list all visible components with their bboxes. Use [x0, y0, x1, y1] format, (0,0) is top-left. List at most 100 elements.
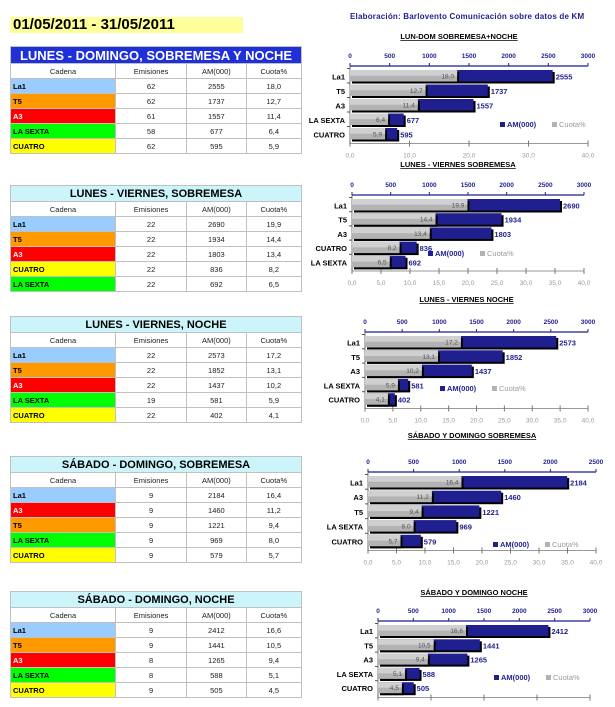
cuota-cell: 6,5 [245, 276, 303, 292]
top-axis-tick-label: 0 [348, 53, 352, 60]
cuota-bar-highlight [352, 241, 400, 248]
chart-title: LUN-DOM SOBREMESA+NOCHE [400, 32, 517, 41]
table-title: SÁBADO - DOMINGO, SOBREMESA [10, 456, 302, 473]
category-label: A3 [363, 656, 373, 665]
bottom-axis-tick-label: 10,0 [404, 280, 417, 287]
bottom-axis-tick-label: 15,0 [442, 418, 455, 425]
bottom-axis-tick-label: 5,0 [376, 280, 385, 287]
bottom-axis-tick-label: 35,0 [561, 560, 574, 567]
cuota-data-label: 9,4 [410, 509, 419, 516]
table-row: CUATRO 22 402 4,1 [10, 407, 303, 423]
table-row: CUATRO 9 579 5,7 [10, 547, 303, 563]
am-data-label: 1265 [470, 656, 487, 665]
am-data-label: 969 [459, 523, 472, 532]
cuota-bar-highlight [365, 393, 388, 399]
table-row: LA SEXTA 58 677 6,4 [10, 123, 303, 139]
cuota-bar-highlight [368, 505, 422, 512]
am-data-label: 677 [407, 116, 420, 125]
channel-cell: La1 [10, 78, 116, 94]
cuota-data-label: 5,7 [388, 538, 397, 545]
cuota-data-label: 19,9 [452, 203, 465, 210]
channel-cell: A3 [10, 377, 116, 393]
am-data-label: 2573 [559, 339, 576, 348]
channel-cell: LA SEXTA [10, 276, 116, 292]
category-label: T5 [364, 641, 373, 650]
channel-cell: T5 [10, 517, 116, 533]
table-row: A3 9 1460 11,2 [10, 502, 303, 518]
cuota-data-label: 13,4 [414, 231, 427, 238]
cuota-bar-highlight [352, 227, 430, 234]
category-label: CUATRO [313, 131, 345, 140]
bottom-axis-tick-label: 0,0 [363, 560, 372, 567]
bottom-axis-tick-label: 30,0 [520, 280, 533, 287]
am-data-label: 2184 [570, 479, 588, 488]
cuota-data-label: 13,1 [422, 354, 435, 361]
top-axis-tick-label: 0 [363, 319, 367, 326]
legend-cuota-swatch [545, 542, 550, 547]
cuota-bar-highlight [350, 70, 458, 76]
bottom-axis-tick-label: 5,0 [392, 560, 401, 567]
top-axis-tick-label: 1500 [462, 53, 477, 60]
category-label: T5 [351, 353, 360, 362]
cuota-bar-highlight [365, 350, 439, 357]
bottom-axis-tick-label: 0,0 [347, 280, 356, 287]
category-label: La1 [347, 339, 360, 348]
top-axis-tick-label: 2500 [541, 53, 556, 60]
cuota-bar-highlight [368, 520, 414, 526]
top-axis-tick-label: 2000 [543, 459, 558, 466]
category-label: T5 [354, 508, 363, 517]
table-row: T5 9 1441 10,5 [10, 637, 303, 653]
legend-am-label: AM(000) [435, 249, 465, 258]
bottom-axis-tick-label: 15,0 [447, 560, 460, 567]
am-data-label: 579 [424, 537, 437, 546]
cuota-data-label: 5,9 [373, 132, 382, 139]
category-label: La1 [350, 479, 363, 488]
channel-cell: A3 [10, 108, 116, 124]
table-row: A3 8 1265 9,4 [10, 652, 303, 668]
legend-cuota-swatch [552, 122, 557, 127]
cuota-data-label: 10,5 [418, 642, 431, 649]
chart-title: LUNES - VIERNES SOBREMESA [400, 160, 516, 169]
source-credit: Elaboración: Barlovento Comunicación sob… [350, 12, 585, 21]
category-label: LA SEXTA [311, 258, 348, 267]
top-axis-tick-label: 3000 [583, 608, 598, 615]
legend-am-label: AM(000) [507, 120, 537, 129]
am-data-label: 505 [417, 684, 430, 693]
cuota-bar-highlight [350, 113, 389, 120]
bottom-axis-tick-label: 30,0 [533, 560, 546, 567]
bottom-axis-tick-label: 35,0 [549, 280, 562, 287]
am-bar [368, 476, 568, 488]
am-bar [368, 505, 480, 517]
table-row: La1 62 2555 18,0 [10, 78, 303, 94]
am-data-label: 588 [423, 670, 436, 679]
cuota-data-label: 4,1 [376, 397, 385, 404]
cuota-data-label: 9,4 [416, 657, 425, 664]
category-label: La1 [334, 202, 347, 211]
bottom-axis-tick-label: 30,0 [522, 153, 535, 160]
legend-cuota-label: Cuota% [499, 384, 526, 393]
channel-cell: LA SEXTA [10, 123, 116, 139]
cuota-bar-highlight [352, 199, 468, 205]
am-cell: 595 [186, 138, 247, 154]
audience-table: LUNES - DOMINGO, SOBREMESA Y NOCHE Cadena… [10, 46, 303, 154]
am-cell: 677 [186, 123, 247, 139]
am-data-label: 1852 [506, 353, 523, 362]
bottom-axis-tick-label: 40,0 [578, 280, 591, 287]
bottom-axis-tick-label: 0,0 [360, 418, 369, 425]
category-label: A3 [335, 102, 345, 111]
cuota-bar-highlight [378, 625, 466, 631]
bottom-axis-tick-label: 40,0 [582, 418, 595, 425]
channel-cell: CUATRO [10, 407, 116, 423]
top-axis-tick-label: 2000 [512, 608, 527, 615]
legend-am-label: AM(000) [500, 540, 530, 549]
am-data-label: 1221 [482, 508, 499, 517]
bottom-axis-tick-label: 10,0 [419, 560, 432, 567]
top-axis-tick-label: 500 [385, 182, 396, 189]
category-label: La1 [360, 627, 373, 636]
bottom-axis-tick-label: 25,0 [498, 418, 511, 425]
top-axis-tick-label: 500 [408, 608, 419, 615]
cuota-data-label: 18,0 [441, 74, 454, 81]
emisiones-cell: 22 [114, 276, 188, 292]
bottom-axis-tick-label: 30,0 [526, 418, 539, 425]
